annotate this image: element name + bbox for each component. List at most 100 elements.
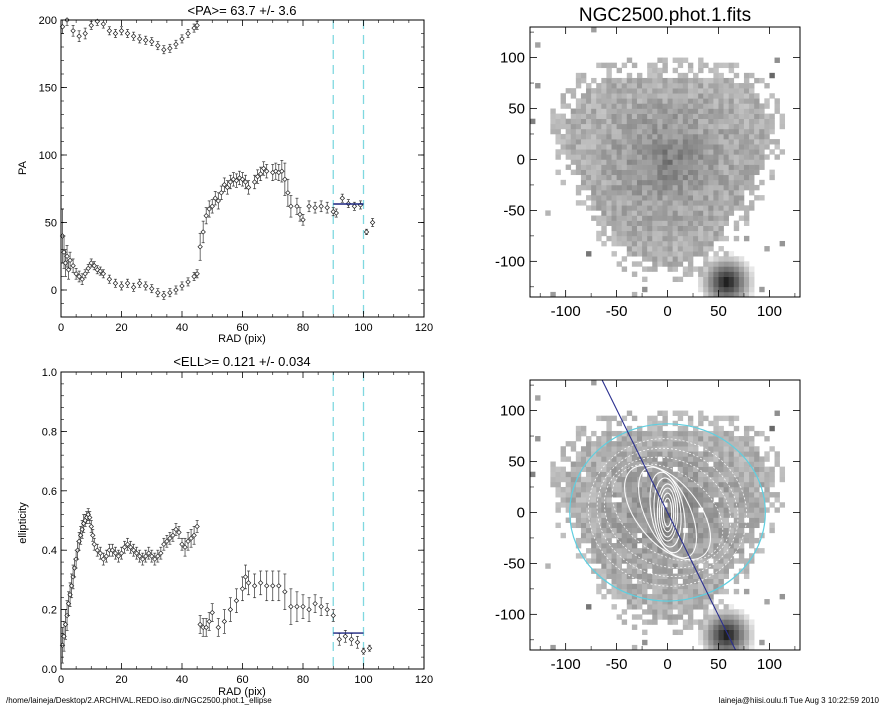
image-pixel — [672, 215, 679, 221]
isophote-pixel — [682, 481, 689, 488]
image-pixel — [682, 266, 689, 272]
image-pixel — [657, 195, 663, 201]
image-pixel — [713, 220, 719, 226]
image-pixel — [682, 215, 689, 221]
image-pixel — [611, 240, 617, 247]
image-pixel — [631, 159, 638, 165]
image-pixel — [698, 83, 704, 89]
pa-data-point — [257, 166, 264, 181]
image-pixel — [535, 83, 541, 89]
isophote-pixel — [647, 548, 653, 554]
isophote-pixel — [636, 512, 643, 518]
isophote-pixel — [713, 558, 719, 564]
image-pixel — [667, 139, 673, 145]
isophote-pixel — [749, 527, 755, 534]
image-pixel — [672, 98, 679, 104]
image-pixel — [743, 77, 750, 84]
image-pixel — [586, 159, 592, 165]
isophote-pixel — [642, 629, 648, 636]
image-pixel — [682, 235, 689, 242]
image-pixel — [698, 276, 704, 283]
isophote-pixel — [642, 522, 648, 529]
isophote-pixel — [759, 430, 765, 437]
image-pixel — [677, 118, 684, 125]
image-pixel — [718, 230, 724, 237]
isophote-pixel — [764, 497, 770, 503]
isophote-pixel — [687, 583, 694, 590]
image-pixel — [575, 154, 582, 160]
isophote-pixel — [652, 451, 658, 457]
isophote-pixel — [687, 624, 694, 630]
isophote-pixel — [636, 593, 643, 600]
pa-marker — [191, 273, 197, 280]
ell-marker — [130, 547, 137, 553]
isophote-pixel — [606, 441, 612, 447]
image-pixel — [662, 159, 668, 165]
isophote-pixel — [713, 425, 719, 432]
image-pixel — [621, 179, 628, 186]
isophote-pixel — [759, 517, 765, 523]
isophote-pixel — [749, 456, 755, 462]
isophote-pixel — [621, 532, 628, 539]
ell-marker — [176, 529, 182, 536]
image-pixel — [616, 210, 622, 216]
image-pixel — [662, 149, 668, 155]
isophote-pixel — [626, 502, 633, 508]
isophote-pixel — [642, 502, 648, 508]
image-pixel — [713, 77, 719, 84]
image-pixel — [698, 113, 704, 119]
isophote-pixel — [682, 507, 689, 513]
image-pixel — [647, 235, 653, 242]
pa-marker — [76, 33, 82, 39]
image-pixel — [677, 225, 684, 232]
isophote-pixel — [743, 629, 750, 636]
isophote-pixel — [545, 563, 551, 569]
image-pixel — [718, 154, 724, 160]
isophote-pixel — [718, 471, 724, 478]
isophote-pixel — [733, 512, 740, 518]
image-pixel — [606, 67, 612, 74]
image-pixel — [682, 77, 689, 84]
image-pixel — [769, 93, 775, 99]
isophote-pixel — [611, 588, 617, 595]
image-pixel — [672, 67, 679, 74]
image-pixel — [723, 113, 729, 119]
isophote-pixel — [703, 629, 709, 636]
image-pixel — [677, 169, 684, 176]
image-pixel — [601, 179, 607, 186]
pa-marker — [221, 182, 228, 188]
pa-marker — [85, 265, 91, 272]
isophote-pixel — [647, 512, 653, 518]
image-pixel — [606, 154, 612, 160]
pa-marker — [242, 179, 249, 185]
isophote-pixel — [662, 476, 668, 483]
image-pixel — [647, 179, 653, 186]
image-pixel — [708, 144, 714, 150]
image-pixel — [642, 220, 648, 226]
image-pixel — [652, 190, 658, 196]
image-pixel — [713, 83, 719, 89]
image-pixel — [636, 246, 643, 252]
isophote-pixel — [723, 624, 729, 630]
isophote-pixel — [652, 583, 658, 590]
isophote-pixel — [621, 512, 628, 518]
isophote-pixel — [677, 436, 684, 442]
isophote-pixel — [616, 532, 622, 539]
pa-marker — [294, 203, 300, 209]
image-pixel — [657, 190, 663, 196]
image-pixel — [672, 190, 679, 196]
ell-marker — [185, 538, 191, 544]
isophote-pixel — [601, 583, 607, 590]
isophote-pixel — [662, 583, 668, 590]
isophote-pixel — [616, 471, 622, 478]
image-pixel — [596, 123, 602, 130]
isophote-pixel — [667, 430, 673, 437]
image-pixel — [687, 159, 694, 165]
image-pixel — [636, 154, 643, 160]
image-pixel — [601, 164, 607, 170]
isophote-pixel — [535, 436, 541, 442]
image-pixel — [601, 139, 607, 145]
isophote-pixel — [698, 502, 704, 508]
image-pixel — [662, 215, 668, 221]
isophote-pixel — [718, 568, 724, 574]
